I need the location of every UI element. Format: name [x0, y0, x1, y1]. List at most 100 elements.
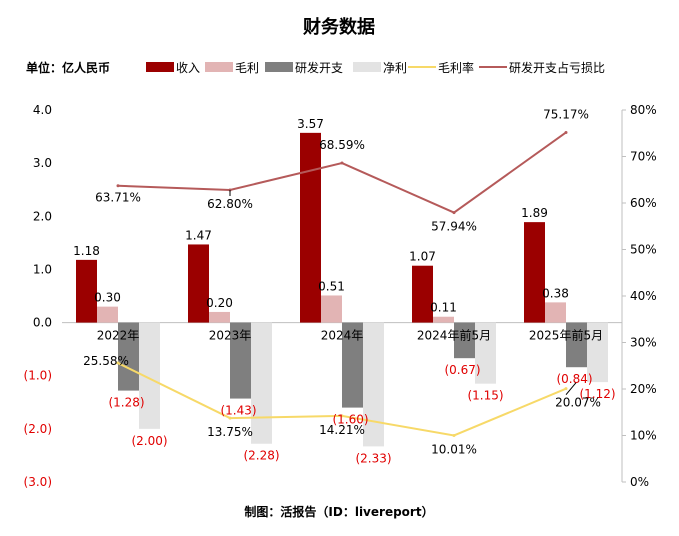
- unit-label: 单位：亿人民币: [26, 60, 110, 75]
- bar-研发开支: [342, 322, 363, 408]
- bar-value-label: (0.67): [444, 363, 480, 377]
- legend-swatch: [146, 62, 174, 72]
- bar-value-label: (1.60): [332, 413, 368, 427]
- legend-label: 研发开支占亏损比: [509, 60, 605, 75]
- bar-value-label: (2.33): [355, 451, 391, 465]
- bar-value-label: 0.11: [430, 301, 457, 315]
- line-value-label: 68.59%: [319, 138, 365, 152]
- bar-value-label: 1.47: [185, 228, 212, 242]
- left-tick-label: 2.0: [33, 209, 52, 223]
- bar-净利: [363, 322, 384, 447]
- category-label: 2022年: [97, 329, 140, 343]
- category-label: 2024年: [321, 329, 364, 343]
- bar-净利: [587, 322, 608, 383]
- line-point: [340, 161, 344, 165]
- bar-value-label: 0.20: [206, 296, 233, 310]
- data-labels: 2022年 2023年 2024年 2024年前5月 2025年前5月 1.18 1.47 3…: [73, 107, 615, 465]
- bar-毛利: [433, 316, 454, 323]
- label-leader-line: [565, 382, 577, 395]
- line-value-label: 13.75%: [207, 425, 253, 439]
- bar-净利: [139, 322, 160, 429]
- line-value-label: 62.80%: [207, 197, 253, 211]
- line-value-label: 14.21%: [319, 423, 365, 437]
- line-point: [452, 433, 456, 437]
- bar-收入: [76, 259, 97, 323]
- legend-label: 毛利率: [438, 60, 474, 75]
- left-tick-label: 1.0: [33, 262, 52, 276]
- bar-value-label: (2.00): [131, 434, 167, 448]
- bar-研发开支: [230, 322, 251, 399]
- right-tick-label: 80%: [630, 103, 657, 117]
- left-tick-label: 0.0: [33, 316, 52, 330]
- category-label: 2025年前5月: [529, 328, 603, 343]
- bar-value-label: (1.28): [108, 396, 144, 410]
- legend-label: 净利: [383, 61, 407, 75]
- right-tick-label: 40%: [630, 289, 657, 303]
- line-value-label: 63.71%: [95, 191, 141, 205]
- right-tick-label: 0%: [630, 475, 649, 489]
- bar-净利: [251, 322, 272, 444]
- line-point: [228, 416, 232, 420]
- line-point: [452, 211, 456, 215]
- bar-毛利: [209, 311, 230, 323]
- line-value-label: 75.17%: [543, 107, 589, 121]
- bar-收入: [188, 244, 209, 323]
- legend: 收入 毛利 研发开支 净利 毛利率 研发开支占亏损比: [146, 60, 605, 75]
- bar-毛利: [321, 295, 342, 323]
- left-tick-label: 4.0: [33, 103, 52, 117]
- right-tick-label: 60%: [630, 196, 657, 210]
- bar-value-label: (1.15): [467, 389, 503, 403]
- legend-label: 收入: [176, 61, 200, 75]
- bar-收入: [524, 222, 545, 323]
- bar-value-label: 0.51: [318, 279, 345, 293]
- right-tick-label: 70%: [630, 150, 657, 164]
- right-tick-label: 10%: [630, 429, 657, 443]
- chart-title: 财务数据: [303, 16, 375, 38]
- bar-研发开支: [454, 322, 475, 359]
- footer-credit: 制图：活报告（ID：livereport）: [244, 504, 433, 519]
- right-tick-label: 30%: [630, 336, 657, 350]
- line-value-label: 20.07%: [555, 396, 601, 410]
- bar-毛利: [97, 306, 118, 323]
- bar-收入: [412, 265, 433, 323]
- legend-swatch: [205, 62, 233, 72]
- right-tick-label: 50%: [630, 243, 657, 257]
- lines: [116, 130, 568, 437]
- left-tick-label: 3.0: [33, 156, 52, 170]
- category-label: 2023年: [209, 329, 252, 343]
- bar-毛利: [545, 302, 566, 323]
- line-value-label: 57.94%: [431, 220, 477, 234]
- bar-净利: [475, 322, 496, 384]
- bar-研发开支: [566, 322, 587, 368]
- bar-value-label: 0.30: [94, 291, 121, 305]
- bar-value-label: (1.12): [579, 387, 615, 401]
- bar-value-label: 1.07: [409, 250, 436, 264]
- bar-value-label: 1.89: [521, 206, 548, 220]
- bar-研发开支: [118, 322, 139, 391]
- left-tick-label: (3.0): [24, 475, 52, 489]
- left-tick-label: (2.0): [24, 422, 52, 436]
- line-point: [116, 361, 120, 365]
- line-point: [340, 414, 344, 418]
- left-tick-label: (1.0): [24, 369, 52, 383]
- legend-label: 毛利: [235, 61, 259, 75]
- line-point: [564, 387, 568, 391]
- line-point: [564, 130, 568, 134]
- legend-swatch: [265, 62, 293, 72]
- axes: 4.0 3.0 2.0 1.0 0.0 (1.0) (2.0) (3.0) 80% 70% 60% 5…: [24, 103, 657, 489]
- category-label: 2024年前5月: [417, 328, 491, 343]
- legend-swatch: [353, 62, 381, 72]
- bar-value-label: 3.57: [297, 117, 324, 131]
- bar-收入: [300, 132, 321, 323]
- bar-value-label: 1.18: [73, 244, 100, 258]
- line-point: [116, 184, 120, 188]
- bar-value-label: (0.84): [556, 372, 592, 386]
- bar-value-label: 0.38: [542, 286, 569, 300]
- bar-value-label: (1.43): [220, 404, 256, 418]
- legend-label: 研发开支: [295, 60, 343, 75]
- right-tick-label: 20%: [630, 382, 657, 396]
- bars: [76, 132, 608, 447]
- bar-value-label: (2.28): [243, 449, 279, 463]
- line-value-label: 10.01%: [431, 442, 477, 456]
